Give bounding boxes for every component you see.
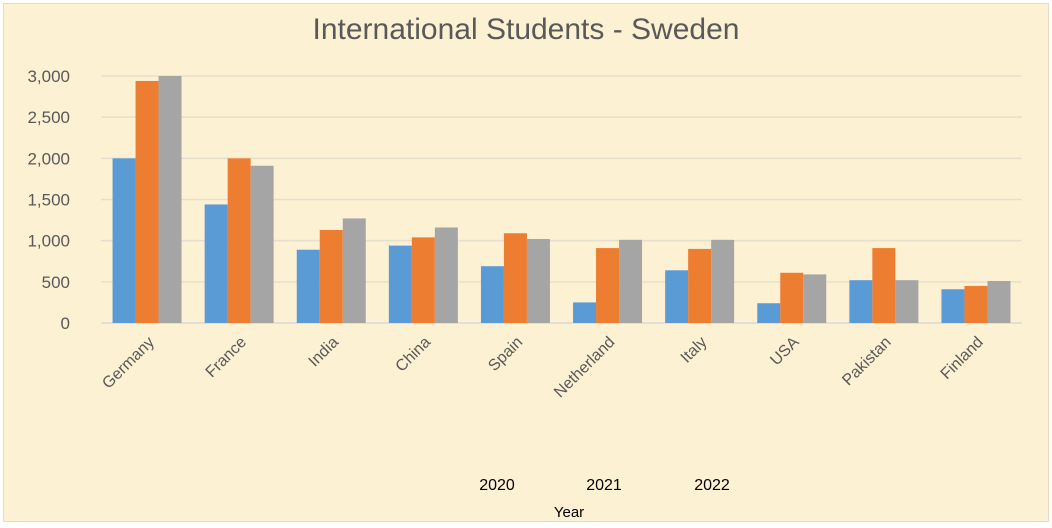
bar-2021-france <box>227 158 251 323</box>
legend: 2020 2021 2022 <box>479 477 730 494</box>
bar-2021-italy <box>688 248 712 323</box>
y-tick-label: 1,500 <box>27 191 70 210</box>
x-tick-label: China <box>393 334 435 376</box>
y-tick-label: 500 <box>42 273 70 292</box>
x-axis-title: Year <box>554 504 584 521</box>
y-axis-tick-labels: 0 500 1,000 1,500 2,000 2,500 3,000 <box>27 67 70 333</box>
x-axis-category-labels: Germany France India China Spain Netherland It… <box>99 334 986 402</box>
bar-2021-germany <box>135 80 159 323</box>
x-tick-label: Italy <box>678 334 711 367</box>
x-tick-label: Pakistan <box>839 334 894 389</box>
bar-2020-pakistan <box>849 280 873 323</box>
y-tick-label: 0 <box>61 314 70 333</box>
chart-area[interactable]: International Students - Sweden 0 500 1,00… <box>3 3 1049 522</box>
bar-2021-pakistan <box>872 248 896 323</box>
x-tick-label: France <box>203 334 250 381</box>
x-tick-label: Finland <box>938 334 987 383</box>
bar-2022-germany <box>158 76 182 323</box>
legend-item-2020: 2020 <box>479 477 515 494</box>
bar-2020-france <box>204 204 228 323</box>
bar-2021-spain <box>503 233 527 323</box>
x-tick-label: Germany <box>99 334 158 393</box>
x-tick-label: Spain <box>485 334 526 375</box>
y-tick-label: 2,000 <box>27 149 70 168</box>
bar-2022-france <box>250 165 274 323</box>
bar-chart: International Students - Sweden 0 500 1,00… <box>27 13 1022 521</box>
bar-2022-italy <box>711 239 735 323</box>
bar-2022-pakistan <box>895 280 919 323</box>
bar-2022-netherland <box>619 239 643 323</box>
bar-2022-spain <box>526 239 550 323</box>
bar-2021-netherland <box>596 248 620 323</box>
bar-2020-netherland <box>573 302 597 323</box>
bar-2020-germany <box>112 158 136 323</box>
bars <box>112 76 1011 323</box>
bar-2021-india <box>319 229 343 323</box>
bar-2020-italy <box>665 270 689 323</box>
chart-title: International Students - Sweden <box>313 13 740 46</box>
x-tick-label: India <box>306 334 343 371</box>
bar-2021-china <box>411 237 435 323</box>
x-tick-label: Netherland <box>551 334 618 401</box>
y-tick-label: 2,500 <box>27 108 70 127</box>
bar-2021-usa <box>780 272 804 323</box>
y-tick-label: 1,000 <box>27 232 70 251</box>
bar-2022-usa <box>803 274 827 323</box>
legend-item-2022: 2022 <box>694 477 730 494</box>
legend-item-2021: 2021 <box>586 477 622 494</box>
bar-2020-finland <box>941 289 965 323</box>
bar-2021-finland <box>964 285 988 323</box>
bar-2020-india <box>296 249 320 323</box>
y-tick-label: 3,000 <box>27 67 70 86</box>
bar-2022-finland <box>987 281 1011 323</box>
bar-2020-usa <box>757 303 781 323</box>
bar-2020-china <box>388 245 412 323</box>
bar-2022-china <box>434 227 458 323</box>
bar-2020-spain <box>480 266 504 323</box>
x-tick-label: USA <box>767 334 803 370</box>
bar-2022-india <box>342 218 366 323</box>
